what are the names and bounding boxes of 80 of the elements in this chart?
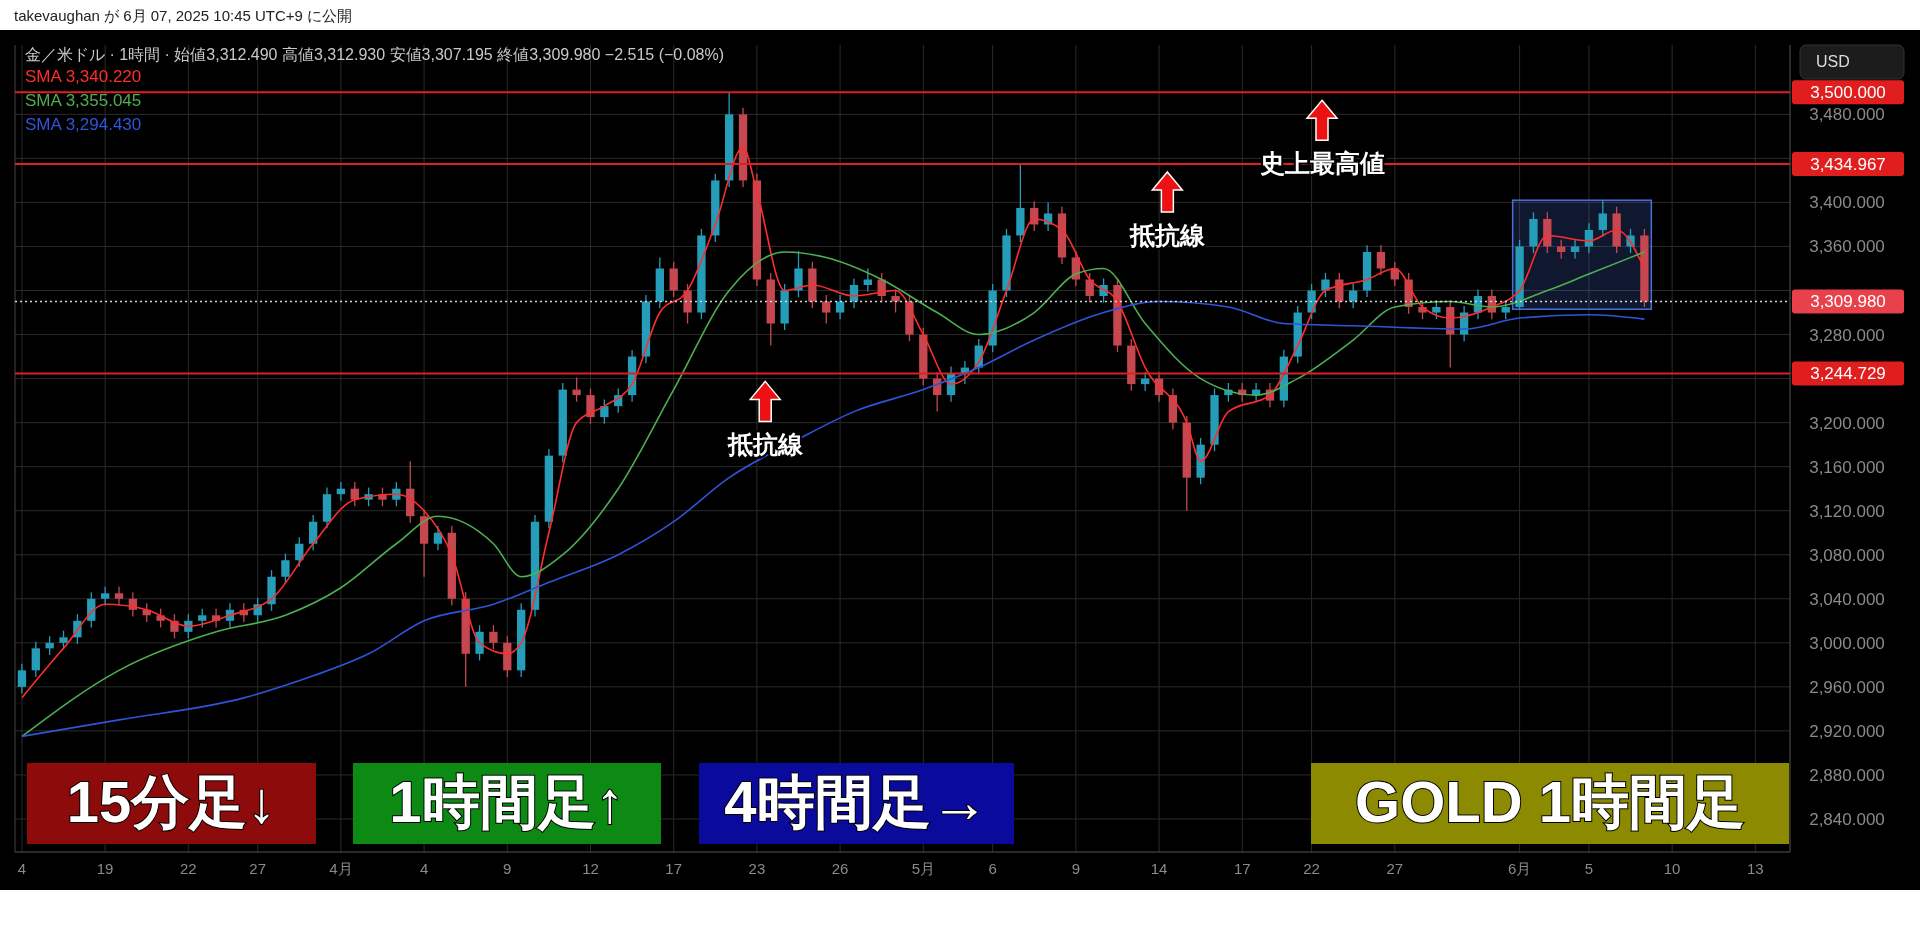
x-tick-label: 5月 xyxy=(911,860,935,877)
candlestick xyxy=(586,387,595,425)
candlestick xyxy=(600,398,609,425)
candlestick xyxy=(669,261,678,298)
candlestick xyxy=(891,288,900,314)
candlestick xyxy=(1570,239,1580,260)
y-tick-label: 3,000.000 xyxy=(1809,633,1885,653)
currency-button: USD xyxy=(1799,44,1905,80)
text: SMA 3,294.430 xyxy=(25,115,142,134)
annotation: 1時間足↑ xyxy=(389,769,625,834)
x-tick-label: 6 xyxy=(988,860,997,877)
x-tick-label: 4月 xyxy=(329,860,353,877)
candlestick xyxy=(295,536,304,568)
ref-line-label: 3,500.000 xyxy=(1810,83,1886,103)
x-tick-label: 9 xyxy=(503,860,512,877)
x-tick-label: 19 xyxy=(96,860,114,877)
x-tick-label: 17 xyxy=(665,860,683,877)
y-tick-label: 3,200.000 xyxy=(1809,413,1885,433)
y-tick-label: 3,400.000 xyxy=(1809,193,1885,213)
x-tick-label: 27 xyxy=(249,860,267,877)
y-tick-label: 2,920.000 xyxy=(1809,721,1885,741)
x-tick-label: 9 xyxy=(1071,860,1081,877)
annotation: 抵抗線 xyxy=(1128,220,1206,249)
candlestick xyxy=(198,608,207,629)
chart-title: 金／米ドル · 1時間 · 始値3,312.490 高値3,312.930 安値3,307.195 終値3,309.980 −2.515 (−0.08%) xyxy=(25,46,725,63)
annotation: 15分足↓ xyxy=(66,769,277,834)
y-tick-label: 2,880.000 xyxy=(1809,765,1885,785)
x-tick-label: 6月 xyxy=(1507,860,1532,877)
candlestick xyxy=(683,283,692,325)
candlestick xyxy=(572,376,581,403)
y-tick-label: 3,040.000 xyxy=(1809,589,1885,609)
x-tick-label: 5 xyxy=(1584,860,1594,877)
candlestick xyxy=(1349,283,1358,309)
ref-line-label: 3,309.980 xyxy=(1810,292,1886,312)
candlestick xyxy=(1598,199,1607,238)
candlestick xyxy=(31,641,40,678)
candlestick xyxy=(1376,244,1386,276)
candlestick xyxy=(489,624,498,651)
text: SMA 3,340.220 xyxy=(25,67,142,86)
x-tick-label: 4 xyxy=(17,860,27,877)
x-tick-label: 17 xyxy=(1233,860,1251,877)
x-tick-label: 12 xyxy=(582,860,599,877)
y-tick-label: 3,120.000 xyxy=(1809,501,1885,521)
candlestick xyxy=(475,624,484,662)
ref-line-label: 3,244.729 xyxy=(1810,364,1886,384)
y-tick-label: 2,840.000 xyxy=(1809,809,1885,829)
candlestick xyxy=(114,586,124,607)
annotation: GOLD 1時間足 xyxy=(1355,769,1745,834)
ref-line-label: 3,434.967 xyxy=(1810,154,1886,174)
x-tick-label: 22 xyxy=(180,860,197,877)
candlestick xyxy=(1321,272,1330,298)
x-tick-label: 22 xyxy=(1303,860,1320,877)
x-tick-label: 10 xyxy=(1663,860,1681,877)
annotation: 4時間足→ xyxy=(724,769,989,834)
x-tick-label: 23 xyxy=(748,860,766,877)
candlestick xyxy=(1390,261,1399,287)
candlestick xyxy=(1501,299,1510,320)
line-series xyxy=(21,146,1646,699)
x-tick-label: 26 xyxy=(831,860,849,877)
y-tick-label: 3,360.000 xyxy=(1809,237,1885,257)
x-tick-label: 13 xyxy=(1746,860,1764,877)
candlestick xyxy=(433,525,443,551)
text: takevaughan が 6月 07, 2025 10:45 UTC+9 に公開 xyxy=(14,7,353,24)
candlestick xyxy=(17,663,27,695)
text: SMA 3,355.045 xyxy=(25,91,142,110)
candlestick xyxy=(822,294,831,325)
candlestick xyxy=(794,250,803,298)
y-tick-label: 2,960.000 xyxy=(1809,677,1885,697)
candlestick xyxy=(1557,239,1566,260)
candlestick xyxy=(835,294,845,320)
y-tick-label: 3,160.000 xyxy=(1809,457,1885,477)
y-tick-label: 3,480.000 xyxy=(1809,105,1885,125)
y-tick-label: 3,280.000 xyxy=(1809,325,1885,345)
candlestick xyxy=(100,586,110,607)
x-tick-label: 14 xyxy=(1150,860,1168,877)
x-tick-label: 27 xyxy=(1386,860,1404,877)
x-tick-label: 4 xyxy=(419,860,429,877)
y-tick-label: 3,080.000 xyxy=(1809,545,1885,565)
candlestick xyxy=(308,514,318,551)
candlestick xyxy=(1432,299,1441,320)
